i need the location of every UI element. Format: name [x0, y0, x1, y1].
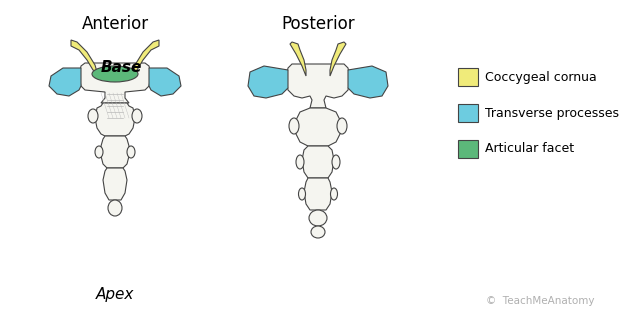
- Polygon shape: [248, 66, 288, 98]
- Polygon shape: [49, 68, 81, 96]
- Ellipse shape: [95, 146, 103, 158]
- Ellipse shape: [108, 200, 122, 216]
- Polygon shape: [302, 146, 334, 178]
- Polygon shape: [95, 103, 135, 136]
- Polygon shape: [290, 42, 306, 76]
- Ellipse shape: [296, 155, 304, 169]
- Polygon shape: [71, 40, 97, 72]
- Polygon shape: [101, 136, 129, 168]
- Text: Transverse processes: Transverse processes: [485, 106, 619, 119]
- Text: Apex: Apex: [96, 287, 134, 302]
- Polygon shape: [149, 68, 181, 96]
- Text: ©  TeachMeAnatomy: © TeachMeAnatomy: [486, 296, 594, 306]
- Ellipse shape: [332, 155, 340, 169]
- Ellipse shape: [309, 210, 327, 226]
- Ellipse shape: [337, 118, 347, 134]
- Polygon shape: [286, 64, 350, 108]
- Text: Anterior: Anterior: [81, 15, 148, 33]
- Polygon shape: [304, 178, 332, 210]
- Polygon shape: [296, 108, 340, 146]
- Ellipse shape: [311, 226, 325, 238]
- FancyBboxPatch shape: [458, 68, 478, 86]
- Polygon shape: [348, 66, 388, 98]
- Text: Posterior: Posterior: [281, 15, 355, 33]
- FancyBboxPatch shape: [458, 140, 478, 158]
- Ellipse shape: [289, 118, 299, 134]
- Ellipse shape: [127, 146, 135, 158]
- Polygon shape: [103, 168, 127, 200]
- Polygon shape: [133, 40, 159, 72]
- Ellipse shape: [92, 66, 138, 82]
- Ellipse shape: [330, 188, 337, 200]
- Ellipse shape: [88, 109, 98, 123]
- Polygon shape: [79, 63, 151, 103]
- Ellipse shape: [298, 188, 305, 200]
- Text: Coccygeal cornua: Coccygeal cornua: [485, 70, 597, 83]
- Text: Articular facet: Articular facet: [485, 143, 574, 155]
- FancyBboxPatch shape: [458, 104, 478, 122]
- Ellipse shape: [132, 109, 142, 123]
- Text: Base: Base: [100, 60, 142, 76]
- Polygon shape: [330, 42, 346, 76]
